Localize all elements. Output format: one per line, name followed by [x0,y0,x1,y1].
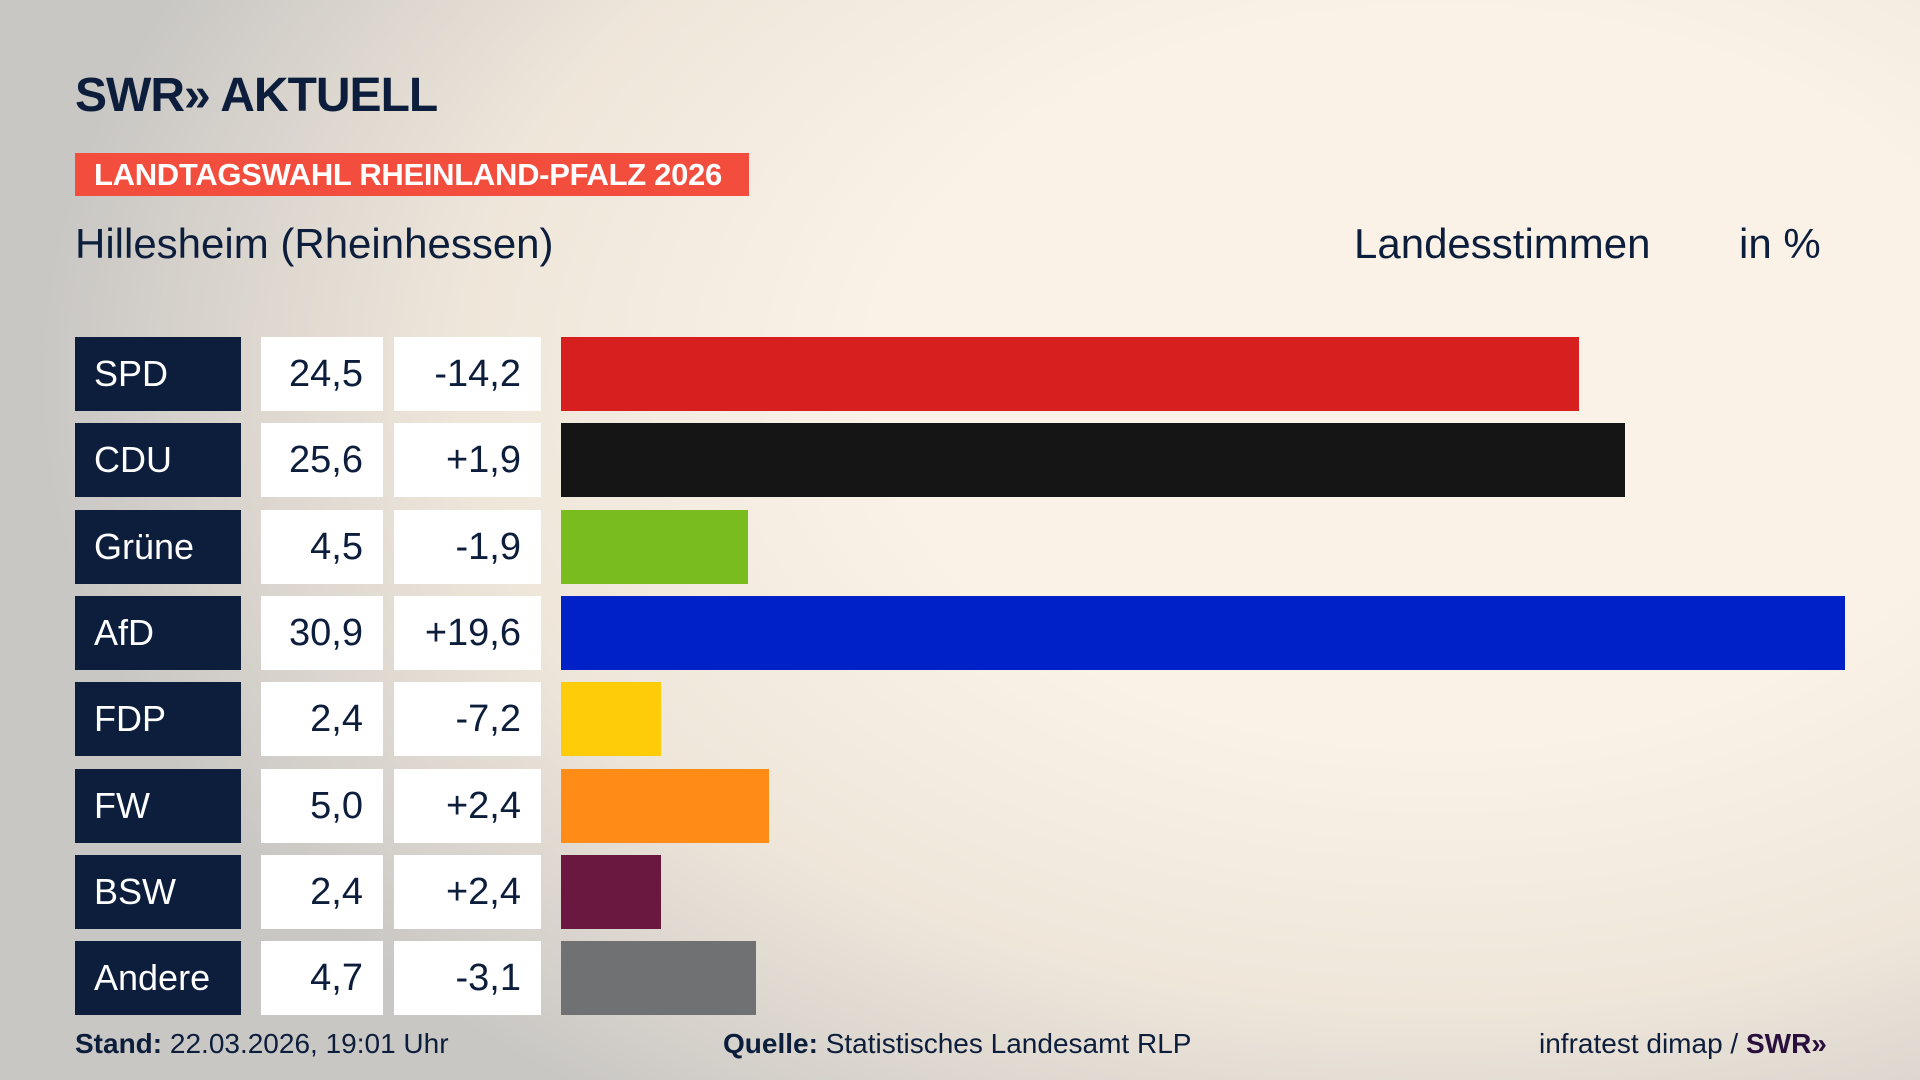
credit-text: infratest dimap / [1539,1028,1739,1059]
chart-row: Andere 4,7 -3,1 [0,941,1920,1016]
diff-label: +19,6 [394,595,541,670]
value-label: 4,5 [261,509,383,584]
source-info: Quelle: Statistisches Landesamt RLP [723,1028,1191,1060]
bar [561,941,757,1016]
bar [561,682,661,757]
diff-label: +2,4 [394,854,541,929]
value-label: 4,7 [261,941,383,1016]
diff-label: -14,2 [394,337,541,411]
party-label: SPD [75,337,241,411]
election-banner: LANDTAGSWAHL RHEINLAND-PFALZ 2026 [75,153,749,196]
diff-label: +1,9 [394,423,541,498]
page-subtitle: Hillesheim (Rheinhessen) [75,220,554,267]
chart-row: FDP 2,4 -7,2 [0,682,1920,757]
party-label: AfD [75,595,241,670]
stand-value: 22.03.2026, 19:01 Uhr [169,1028,449,1059]
value-label: 25,6 [261,423,383,498]
party-label: FDP [75,682,241,757]
diff-label: -7,2 [394,682,541,757]
value-label: 2,4 [261,682,383,757]
stand-info: Stand: 22.03.2026, 19:01 Uhr [75,1028,449,1060]
value-label: 2,4 [261,854,383,929]
party-label: CDU [75,423,241,498]
measure-label: Landesstimmen [1354,220,1651,267]
party-label: BSW [75,854,241,929]
swr-logo-small: SWR» [1745,1028,1827,1059]
value-label: 30,9 [261,595,383,670]
bar [561,509,748,584]
chart-row: SPD 24,5 -14,2 [0,337,1920,411]
diff-label: -1,9 [394,509,541,584]
bar [561,595,1845,670]
bar [561,854,661,929]
bar [561,423,1625,498]
diff-label: -3,1 [394,941,541,1016]
party-label: Grüne [75,509,241,584]
swr-aktuell-logo: SWR» AKTUELL [75,69,438,122]
value-label: 24,5 [261,337,383,411]
stand-label: Stand: [75,1028,163,1059]
source-value: Statistisches Landesamt RLP [825,1028,1192,1059]
chart-row: BSW 2,4 +2,4 [0,854,1920,929]
credit-info: infratest dimap / SWR» [1539,1028,1827,1060]
unit-label: in % [1739,220,1821,267]
party-label: FW [75,768,241,843]
bar [561,337,1580,411]
chart-row: CDU 25,6 +1,9 [0,423,1920,498]
party-label: Andere [75,941,241,1016]
bar [561,768,769,843]
diff-label: +2,4 [394,768,541,843]
source-label: Quelle: [723,1028,818,1059]
value-label: 5,0 [261,768,383,843]
chart-row: AfD 30,9 +19,6 [0,595,1920,670]
chart-row: FW 5,0 +2,4 [0,768,1920,843]
chart-row: Grüne 4,5 -1,9 [0,509,1920,584]
